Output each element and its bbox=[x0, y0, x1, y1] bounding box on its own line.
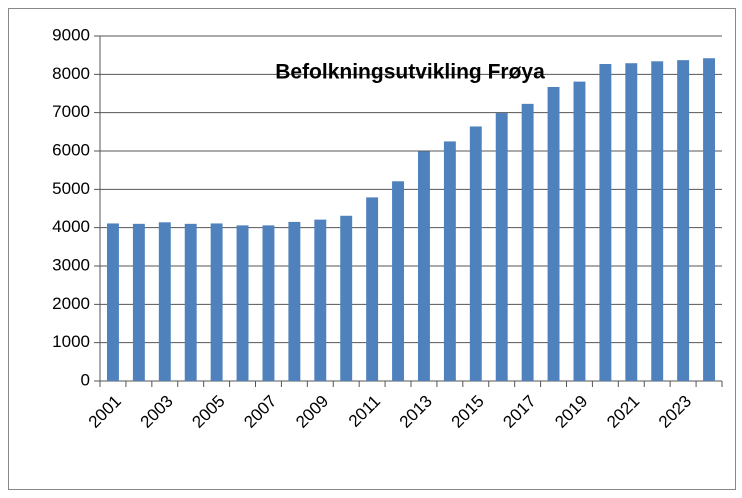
bar bbox=[340, 215, 353, 381]
bar bbox=[314, 219, 327, 381]
y-tick-label: 7000 bbox=[52, 102, 90, 121]
bar bbox=[106, 223, 119, 381]
bar bbox=[443, 141, 456, 381]
y-tick-label: 0 bbox=[81, 370, 90, 389]
bar bbox=[495, 113, 508, 382]
y-tick-label: 4000 bbox=[52, 217, 90, 236]
y-tick-label: 8000 bbox=[52, 64, 90, 83]
bar bbox=[703, 58, 716, 381]
bar bbox=[288, 221, 301, 381]
bar bbox=[651, 61, 664, 382]
bar bbox=[625, 63, 638, 381]
bar bbox=[599, 63, 612, 381]
y-tick-label: 3000 bbox=[52, 255, 90, 274]
y-tick-label: 2000 bbox=[52, 294, 90, 313]
bar bbox=[469, 126, 482, 381]
bar bbox=[158, 222, 171, 381]
bar bbox=[677, 60, 690, 382]
bar bbox=[547, 86, 560, 381]
bar bbox=[573, 81, 586, 381]
bar bbox=[210, 223, 223, 381]
bar bbox=[417, 151, 430, 381]
bar bbox=[392, 181, 405, 381]
chart-title: Befolkningsutvikling Frøya bbox=[275, 61, 545, 84]
y-tick-label: 6000 bbox=[52, 140, 90, 159]
bar bbox=[132, 223, 145, 381]
y-tick-label: 1000 bbox=[52, 332, 90, 351]
bar bbox=[262, 225, 275, 381]
y-tick-label: 9000 bbox=[52, 25, 90, 44]
bar bbox=[521, 103, 534, 381]
bar bbox=[366, 197, 379, 381]
y-tick-label: 5000 bbox=[52, 179, 90, 198]
bar bbox=[236, 225, 249, 381]
bar bbox=[184, 223, 197, 381]
